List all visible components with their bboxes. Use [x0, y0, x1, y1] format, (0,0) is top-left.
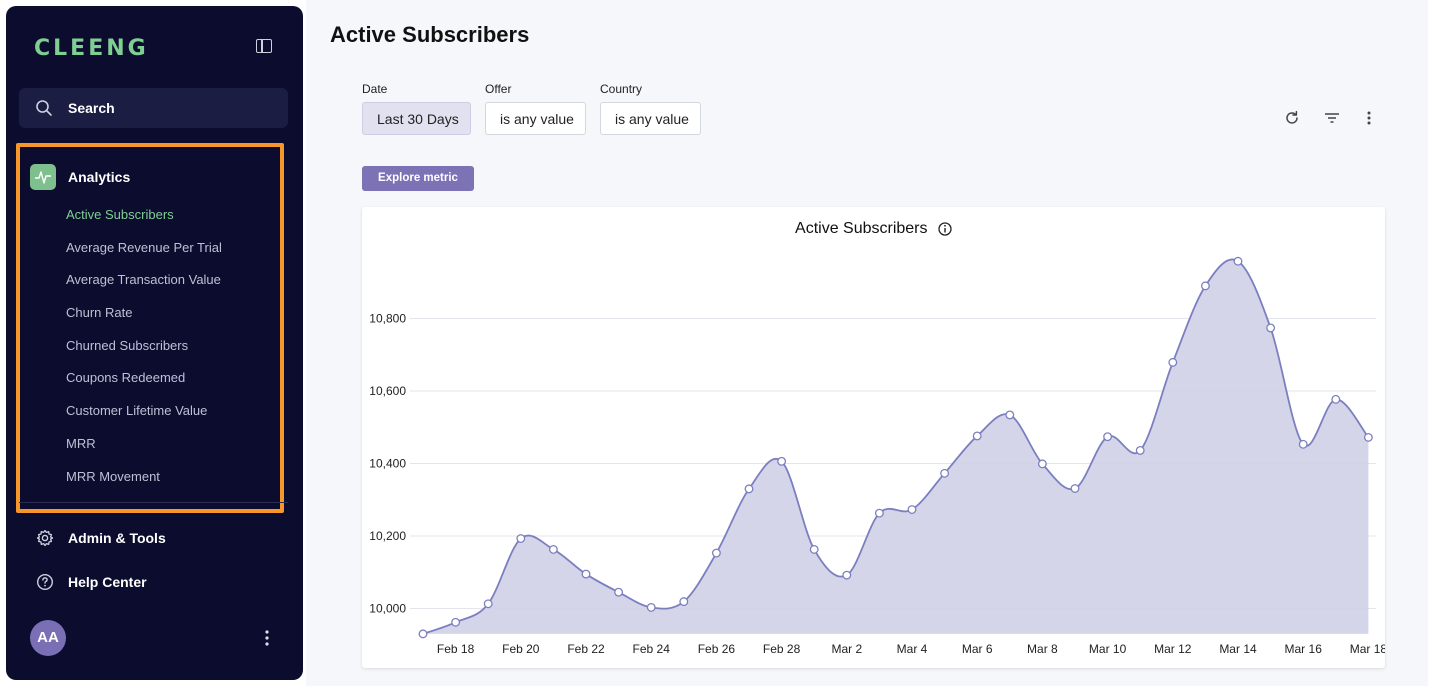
country-filter-label: Country: [600, 82, 643, 96]
data-point: [614, 587, 624, 597]
data-point: [679, 597, 689, 607]
main-content: Active Subscribers Date Last 30 Days Off…: [306, 0, 1428, 686]
info-icon[interactable]: [938, 222, 952, 236]
x-tick-label: Mar 14: [1219, 642, 1257, 656]
refresh-icon[interactable]: [1284, 110, 1300, 126]
x-tick-label: Mar 4: [897, 642, 928, 656]
x-tick-label: Mar 12: [1154, 642, 1192, 656]
data-point: [581, 569, 591, 579]
x-tick-label: Feb 28: [763, 642, 801, 656]
data-point: [874, 508, 884, 518]
date-filter-label: Date: [362, 82, 388, 96]
y-tick-label: 10,000: [369, 602, 406, 616]
search-icon: [36, 100, 52, 116]
data-point: [418, 629, 428, 639]
help-icon: [36, 573, 54, 591]
admin-tools-label: Admin & Tools: [68, 530, 166, 546]
explore-metric-button[interactable]: Explore metric: [362, 166, 474, 191]
chart-card: Active Subscribers 10,000 10,200 10,400 10,…: [362, 207, 1385, 668]
y-tick-label: 10,800: [369, 312, 406, 326]
data-point: [777, 456, 787, 466]
analytics-section-highlight: [16, 143, 284, 513]
subnav-item-mrr-movement[interactable]: MRR Movement: [66, 468, 160, 484]
data-point: [451, 617, 461, 627]
data-point: [842, 570, 852, 580]
x-tick-label: Mar 10: [1089, 642, 1127, 656]
x-tick-label: Feb 24: [633, 642, 671, 656]
x-tick-label: Mar 6: [962, 642, 993, 656]
country-filter: Country is any value: [600, 82, 701, 135]
subnav-item-coupons-redeemed[interactable]: Coupons Redeemed: [66, 370, 186, 386]
data-point: [516, 534, 526, 543]
subnav-item-churn-rate[interactable]: Churn Rate: [66, 305, 133, 321]
analytics-subnav: Active Subscribers Average Revenue Per T…: [66, 206, 222, 500]
data-point: [1363, 432, 1373, 442]
x-tick-label: Mar 8: [1027, 642, 1058, 656]
y-tick-label: 10,400: [369, 457, 406, 471]
data-point: [1266, 323, 1276, 333]
data-point: [1168, 357, 1178, 367]
data-point: [483, 599, 493, 609]
page-title: Active Subscribers: [330, 22, 530, 47]
data-point: [1135, 445, 1145, 455]
x-tick-label: Mar 16: [1285, 642, 1323, 656]
x-tick-label: Mar 2: [831, 642, 862, 656]
area-fill: [423, 259, 1369, 634]
filter-icon[interactable]: [1324, 110, 1340, 126]
user-menu-kebab-icon[interactable]: [264, 630, 270, 646]
x-tick-label: Feb 20: [502, 642, 540, 656]
data-point: [1233, 256, 1243, 266]
data-point: [1103, 432, 1113, 442]
subnav-item-churned-subscribers[interactable]: Churned Subscribers: [66, 337, 189, 353]
data-point: [907, 505, 917, 514]
data-point: [1200, 281, 1210, 291]
data-point: [548, 544, 558, 554]
chart-title-row: Active Subscribers: [362, 220, 1385, 238]
data-point: [1070, 484, 1080, 493]
subnav-item-customer-lifetime-value[interactable]: Customer Lifetime Value: [66, 403, 208, 419]
offer-filter: Offer is any value: [485, 82, 586, 135]
data-point: [1037, 459, 1047, 469]
x-tick-label: Mar 18: [1350, 642, 1385, 656]
chart-title: Active Subscribers: [795, 220, 928, 237]
data-point: [940, 468, 950, 478]
offer-filter-button[interactable]: is any value: [485, 102, 586, 135]
search-label: Search: [68, 100, 115, 116]
y-tick-label: 10,200: [369, 529, 406, 543]
subnav-item-mrr[interactable]: MRR: [66, 435, 96, 451]
x-tick-label: Feb 18: [437, 642, 475, 656]
date-filter: Date Last 30 Days: [362, 82, 471, 135]
data-point: [809, 544, 819, 554]
data-point: [646, 602, 656, 612]
offer-filter-label: Offer: [485, 82, 512, 96]
data-point: [1331, 394, 1341, 404]
subnav-item-active-subscribers[interactable]: Active Subscribers: [66, 207, 174, 222]
gear-icon: [36, 529, 54, 547]
sidebar-collapse-icon[interactable]: [256, 39, 272, 53]
analytics-pulse-icon: [30, 164, 56, 190]
user-avatar[interactable]: AA: [30, 620, 66, 656]
data-point: [1005, 410, 1015, 420]
data-point: [744, 484, 754, 494]
search-button[interactable]: Search: [19, 88, 288, 128]
sidebar: CLEENG Search Analytics Active Subscribe…: [6, 6, 303, 680]
subnav-item-average-revenue-per-trial[interactable]: Average Revenue Per Trial: [66, 239, 222, 255]
cleeng-logo[interactable]: CLEENG: [34, 36, 149, 61]
country-filter-button[interactable]: is any value: [600, 102, 701, 135]
x-tick-label: Feb 22: [567, 642, 605, 656]
x-tick-label: Feb 26: [698, 642, 736, 656]
data-point: [711, 548, 721, 558]
date-filter-button[interactable]: Last 30 Days: [362, 102, 471, 135]
sidebar-divider: [19, 502, 288, 503]
data-point: [972, 431, 982, 441]
subnav-item-average-transaction-value[interactable]: Average Transaction Value: [66, 272, 221, 288]
help-center-label: Help Center: [68, 574, 147, 590]
active-subscribers-chart: 10,000 10,200 10,400 10,600 10,800 Feb 18 Feb …: [369, 256, 1385, 656]
y-tick-label: 10,600: [369, 384, 406, 398]
analytics-label: Analytics: [68, 169, 131, 185]
more-options-icon[interactable]: [1366, 110, 1372, 126]
data-point: [1298, 439, 1308, 449]
